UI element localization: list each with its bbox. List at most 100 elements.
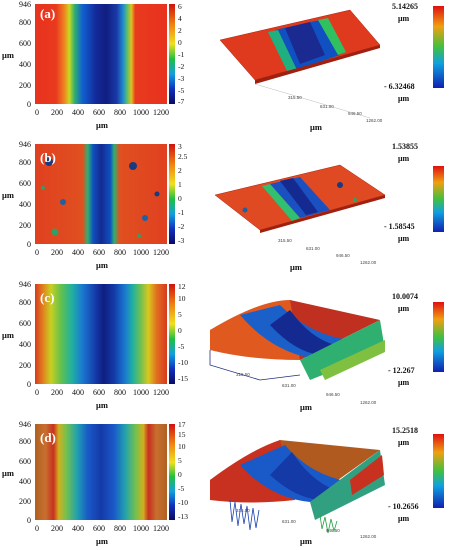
x-tick: 200 <box>51 108 63 117</box>
view3d-unit-label: μm <box>398 304 410 313</box>
view3d-tick: 946.50 <box>336 253 350 258</box>
y-tick: 400 <box>19 60 31 69</box>
x-tick: 600 <box>93 524 105 533</box>
colorbar-tick: 5 <box>178 456 182 465</box>
view3d-tick: 315.50 <box>236 372 250 377</box>
y-tick: 800 <box>19 298 31 307</box>
y-tick: 0 <box>27 516 31 525</box>
colorbar-tick: -10 <box>178 498 188 507</box>
view3d-min-label: - 6.32468 <box>384 82 415 91</box>
y-axis-label: μm <box>2 190 14 200</box>
x-tick: 1200 <box>153 108 169 117</box>
view3d-tick: 631.00 <box>282 383 296 388</box>
colorbar <box>169 284 175 384</box>
view3d-tick: 1262.00 <box>360 400 377 405</box>
x-tick: 1200 <box>153 524 169 533</box>
colorbar-tick: -1 <box>178 208 185 217</box>
y-tick: 600 <box>19 319 31 328</box>
view3d-tick: 315.50 <box>278 238 292 243</box>
y-tick: 946 <box>19 140 31 149</box>
panel-label: (b) <box>40 150 56 165</box>
view3d-tick: 1262.00 <box>366 118 383 123</box>
x-tick: 800 <box>114 248 126 257</box>
colorbar-tick: -2 <box>178 222 185 231</box>
surface-view-3d <box>214 164 386 233</box>
x-axis-label: μm <box>96 400 108 410</box>
x-tick: 1000 <box>133 248 149 257</box>
y-tick: 200 <box>19 361 31 370</box>
x-tick: 0 <box>35 248 39 257</box>
colorbar-tick: 3 <box>178 142 182 151</box>
colorbar-tick: -3 <box>178 236 185 245</box>
x-axis-label: μm <box>96 120 108 130</box>
colorbar-tick: -7 <box>178 97 185 106</box>
view3d-max-label: 1.53855 <box>392 142 418 151</box>
view3d-unit-label: μm <box>398 94 410 103</box>
colorbar-tick: -3 <box>178 74 185 83</box>
x-tick: 400 <box>72 248 84 257</box>
x-tick: 200 <box>51 248 63 257</box>
x-tick: 1200 <box>153 388 169 397</box>
colorbar-tick: 5 <box>178 310 182 319</box>
y-tick: 0 <box>27 100 31 109</box>
colorbar-tick: -15 <box>178 374 188 383</box>
view3d-axis-label: μm <box>290 262 302 272</box>
colorbar-tick: 10 <box>178 294 186 303</box>
view3d-tick: 1262.00 <box>360 534 377 539</box>
panel-label: (d) <box>40 430 56 445</box>
colorbar-tick: 0 <box>178 326 182 335</box>
y-tick: 400 <box>19 340 31 349</box>
colorbar-tick: -1 <box>178 50 185 59</box>
view3d-min-label: - 12.267 <box>388 366 415 375</box>
x-axis-label: μm <box>96 260 108 270</box>
y-tick: 600 <box>19 39 31 48</box>
y-tick: 0 <box>27 380 31 389</box>
panel-b: (b) 3 2.5 2 1 0 -1 -2 -3 946 800 600 400… <box>0 140 455 273</box>
y-axis-label: μm <box>2 468 14 478</box>
colorbar-tick: 17 <box>178 420 186 429</box>
view3d-min-label: - 1.58545 <box>384 222 415 231</box>
height-map-2d <box>35 424 167 520</box>
height-map-2d <box>35 284 167 384</box>
y-axis-label: μm <box>2 330 14 340</box>
y-tick: 800 <box>19 18 31 27</box>
view3d-tick: 631.00 <box>306 246 320 251</box>
x-tick: 400 <box>72 108 84 117</box>
view3d-tick: 631.00 <box>282 519 296 524</box>
colorbar-tick: 6 <box>178 2 182 11</box>
view3d-colorbar <box>433 166 444 232</box>
view3d-min-label: - 10.2656 <box>388 502 419 511</box>
colorbar <box>169 144 175 244</box>
view3d-unit-label: μm <box>398 378 410 387</box>
y-tick: 0 <box>27 240 31 249</box>
x-tick: 600 <box>93 248 105 257</box>
x-tick: 600 <box>93 388 105 397</box>
colorbar <box>169 4 175 104</box>
height-map-2d <box>35 4 167 104</box>
panel-label: (a) <box>40 6 56 21</box>
view3d-colorbar <box>433 6 444 88</box>
x-tick: 400 <box>72 388 84 397</box>
y-tick: 600 <box>19 457 31 466</box>
colorbar <box>169 424 175 520</box>
colorbar-tick: 15 <box>178 430 186 439</box>
view3d-tick: 946.50 <box>326 392 340 397</box>
view3d-colorbar <box>433 302 444 372</box>
colorbar-tick: 2 <box>178 26 182 35</box>
x-tick: 0 <box>35 524 39 533</box>
y-axis-label: μm <box>2 50 14 60</box>
view3d-tick: 631.00 <box>320 104 334 109</box>
x-tick: 200 <box>51 388 63 397</box>
view3d-tick: 315.50 <box>236 508 250 513</box>
colorbar-tick: 1 <box>178 180 182 189</box>
x-tick: 1000 <box>133 388 149 397</box>
y-tick: 200 <box>19 221 31 230</box>
y-tick: 200 <box>19 81 31 90</box>
pit-spots <box>41 158 160 238</box>
x-tick: 800 <box>114 388 126 397</box>
surface-view-3d <box>219 9 381 119</box>
surface-view-3d <box>209 300 385 381</box>
view3d-colorbar <box>433 434 444 508</box>
colorbar-tick: -2 <box>178 62 185 71</box>
panel-d: (d) 17 15 10 5 0 -5 -10 -13 946 800 600 … <box>0 420 455 550</box>
